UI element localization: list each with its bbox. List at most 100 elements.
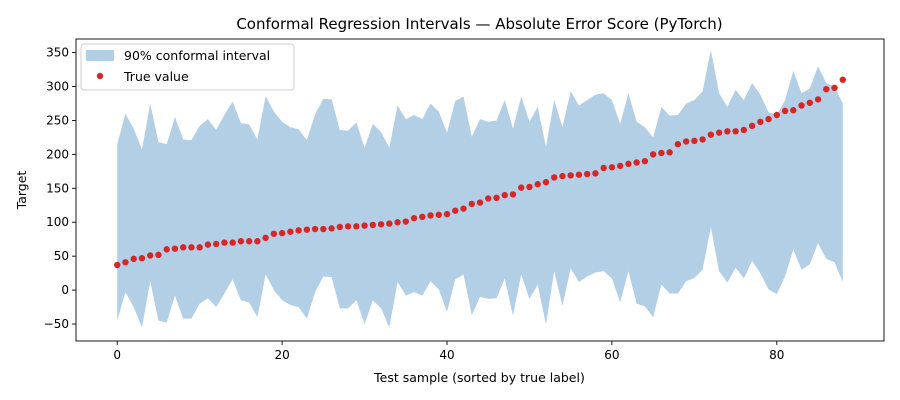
true-value-point [542,179,550,186]
x-tick-label: 0 [113,348,121,362]
true-value-point [559,172,566,180]
true-value-point [724,128,731,135]
true-value-point [583,170,591,178]
true-value-point [221,239,228,246]
true-value-point [649,151,657,158]
true-value-point [394,219,401,226]
y-tick-label: 0 [61,283,69,297]
true-value-point [171,245,179,252]
x-tick-label: 20 [274,348,289,362]
true-value-point [435,211,442,218]
x-axis-label: Test sample (sorted by true label) [373,370,585,385]
true-value-point [402,218,409,225]
true-value-point [551,174,558,181]
true-value-point [732,128,739,135]
true-value-point [518,184,525,191]
true-value-point [147,252,154,259]
y-tick-label: 350 [46,46,69,60]
true-value-point [501,191,508,199]
x-tick-label: 60 [604,348,619,362]
true-value-point [592,170,599,177]
true-value-point [443,210,451,218]
true-value-point [682,138,690,145]
true-value-point [715,129,723,136]
true-value-point [427,212,434,219]
y-tick-label: 50 [54,249,69,263]
legend-label-true-value: True value [123,69,189,84]
axes-frame [75,38,885,342]
true-value-point [245,238,253,245]
y-tick-label: −50 [44,317,69,331]
true-value-point [287,228,294,235]
y-tick-label: 150 [46,181,69,195]
true-value-point [311,225,319,233]
x-tick-label: 80 [769,348,784,362]
true-value-point [204,241,212,248]
true-value-point [641,157,649,165]
true-value-point [691,137,698,144]
true-value-point [254,238,261,245]
true-value-point [485,195,492,202]
true-value-point [138,255,146,262]
true-value-point [163,246,170,253]
true-value-point [740,126,748,134]
true-value-point [114,261,121,269]
legend: 90% conformal interval True value [80,43,295,91]
true-value-point [476,199,484,206]
true-value-point [707,131,715,138]
true-value-point [419,213,426,221]
true-value-point [377,221,385,228]
true-value-point [361,222,368,229]
true-value-point [295,227,302,234]
true-value-point [303,226,311,233]
plot-area: 0 20 40 60 80 −50 0 50 100 150 200 250 300 350 [44,38,885,362]
true-value-point [567,172,574,179]
true-value-point [410,214,418,222]
true-value-point [196,244,203,251]
true-value-point [270,230,278,237]
true-value-point [212,240,220,248]
true-value-point [600,164,607,172]
x-tick-label: 40 [439,348,454,362]
true-value-point [806,99,813,106]
true-value-point [666,149,673,156]
true-value-point [229,239,236,246]
y-tick-label: 200 [46,147,69,161]
true-value-point [369,221,377,229]
true-value-point [130,255,137,263]
true-value-point [278,229,286,237]
legend-point-swatch [96,72,104,80]
true-value-point [790,107,797,114]
true-value-point [823,86,830,93]
true-value-point [748,122,756,130]
y-tick-label: 250 [46,113,69,127]
true-value-point [575,171,583,178]
true-value-point [526,183,533,191]
legend-label-interval: 90% conformal interval [124,48,270,63]
true-value-point [798,102,805,109]
true-value-point [452,207,459,214]
true-value-point [122,259,129,266]
true-value-point [179,244,187,251]
conformal-interval-band [117,49,843,328]
true-value-point [674,140,682,148]
true-value-point [336,223,344,231]
y-tick-label: 300 [46,80,69,94]
true-value-point [765,115,772,123]
true-value-point [344,223,352,230]
true-value-point [839,76,846,83]
true-value-point [757,118,764,126]
legend-box [80,43,295,91]
true-value-point [386,220,393,227]
true-value-point [237,238,245,245]
true-value-point [633,159,640,166]
y-tick-label: 100 [46,215,69,229]
true-value-point [616,162,624,170]
y-axis-label: Target [14,171,29,211]
true-value-point [155,251,162,259]
true-value-point [320,225,327,233]
true-value-point [658,149,665,157]
true-value-point [353,223,360,230]
true-value-point [509,191,517,198]
